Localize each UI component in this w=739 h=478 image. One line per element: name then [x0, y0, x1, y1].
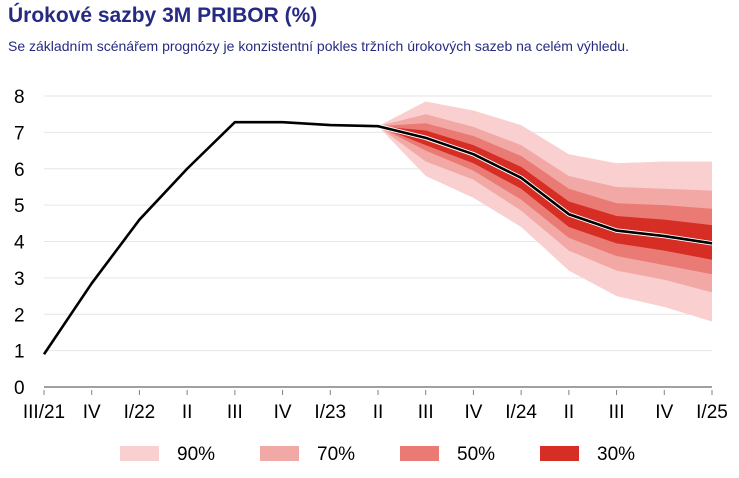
legend-swatch	[540, 446, 579, 461]
x-tick-label: III	[227, 402, 243, 423]
y-tick-label: 6	[14, 160, 25, 181]
legend-swatch	[400, 446, 439, 461]
chart-subtitle: Se základním scénářem prognózy je konzis…	[8, 38, 629, 54]
legend-item: 70%	[260, 444, 355, 465]
x-tick-label: III/21	[23, 402, 65, 423]
x-tick-label: II	[564, 402, 575, 423]
y-tick-label: 1	[14, 342, 25, 363]
x-tick-label: I/25	[696, 402, 728, 423]
x-tick-label: II	[373, 402, 384, 423]
x-axis	[43, 386, 713, 395]
x-tick-label: I/22	[124, 402, 156, 423]
y-tick-label: 2	[14, 305, 25, 326]
y-tick-label: 4	[14, 233, 25, 254]
legend-swatch	[120, 446, 159, 461]
x-tick-label: IV	[464, 402, 482, 423]
chart-title: Úrokové sazby 3M PRIBOR (%)	[8, 4, 318, 27]
y-tick-label: 0	[14, 378, 25, 399]
legend-swatch	[260, 446, 299, 461]
fan-band-30pct	[378, 126, 712, 260]
y-axis-ticks: 0 1 2 3 4 5 6 7 8	[14, 87, 25, 399]
legend: 90% 70% 50% 30%	[120, 444, 635, 465]
legend-label: 70%	[317, 444, 355, 465]
y-tick-label: 5	[14, 196, 25, 217]
legend-label: 90%	[177, 444, 215, 465]
fan-bands	[378, 101, 712, 322]
x-tick-label: III	[418, 402, 434, 423]
x-tick-label: I/24	[505, 402, 537, 423]
x-tick-label: III	[609, 402, 625, 423]
legend-label: 30%	[597, 444, 635, 465]
y-tick-label: 8	[14, 87, 25, 108]
y-tick-label: 7	[14, 123, 25, 144]
x-axis-ticks: III/21 IV I/22 II III IV I/23 II III IV I/24 II III I…	[23, 402, 728, 423]
rate-line-path	[42, 120, 713, 355]
y-tick-label: 3	[14, 269, 25, 290]
legend-label: 50%	[457, 444, 495, 465]
x-tick-label: IV	[83, 402, 101, 423]
x-tick-label: IV	[274, 402, 292, 423]
rate-line	[42, 120, 713, 355]
legend-item: 50%	[400, 444, 495, 465]
x-tick-label: II	[182, 402, 193, 423]
x-tick-label: I/23	[314, 402, 346, 423]
legend-item: 30%	[540, 444, 635, 465]
x-tick-label: IV	[655, 402, 673, 423]
legend-item: 90%	[120, 444, 215, 465]
